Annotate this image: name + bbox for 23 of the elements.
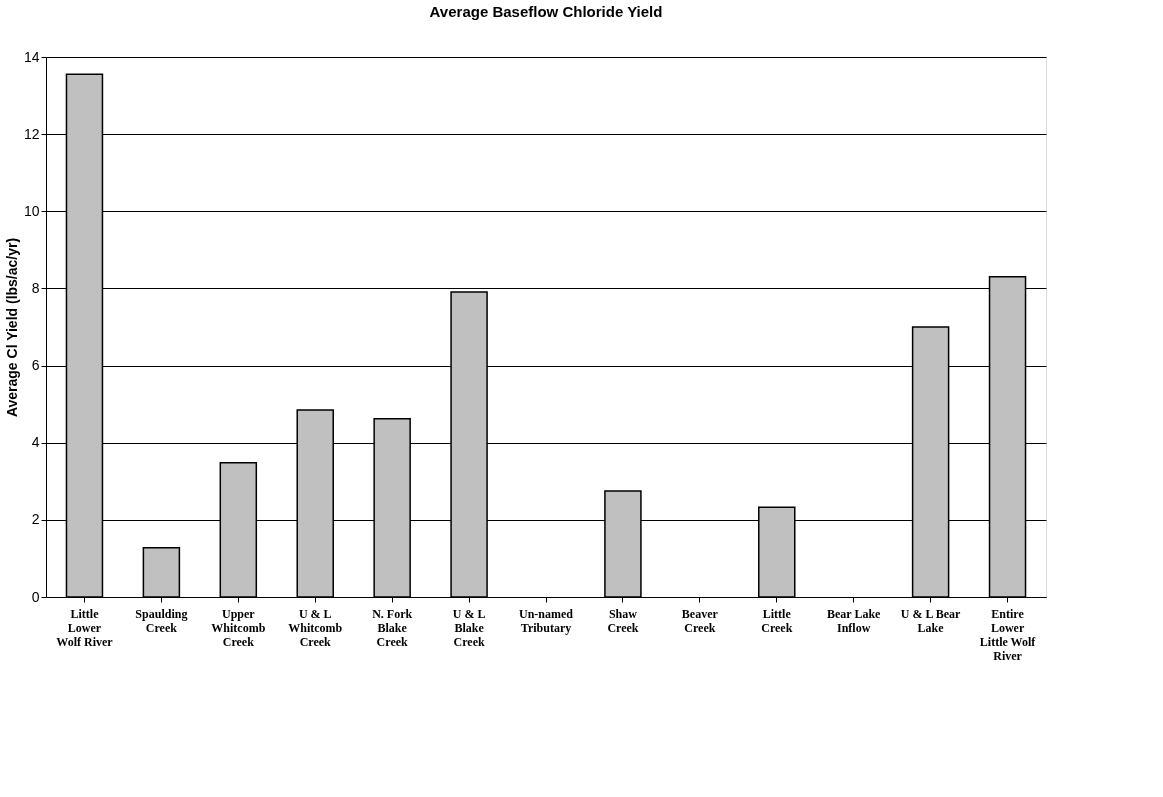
x-tick-label: Little Lower Wolf River bbox=[56, 606, 114, 649]
x-tick-label: Bear Lake Inflow bbox=[826, 606, 882, 635]
x-tick-label: N. Fork Blake Creek bbox=[372, 606, 413, 649]
x-tick-label: Spaulding Creek bbox=[135, 606, 188, 635]
y-axis-title: Average Cl Yield (lbs/ac/yr) bbox=[3, 237, 20, 418]
x-tick-label: Un-named Tributary bbox=[518, 606, 574, 635]
y-tick-label: 6 bbox=[31, 357, 40, 374]
y-tick-label: 8 bbox=[31, 279, 40, 296]
y-tick-label: 14 bbox=[23, 48, 40, 65]
y-tick-label: 0 bbox=[31, 588, 40, 605]
x-tick-label: Little Creek bbox=[761, 606, 793, 635]
x-tick-label: Shaw Creek bbox=[607, 606, 639, 635]
x-tick-label: Upper Whitcomb Creek bbox=[211, 606, 266, 649]
x-tick-label: U & L Whitcomb Creek bbox=[288, 606, 343, 649]
y-tick-label: 10 bbox=[23, 202, 40, 219]
x-tick-label: Entire Lower Little Wolf River bbox=[979, 606, 1037, 663]
x-tick-label: U & L Blake Creek bbox=[452, 606, 486, 649]
x-tick-label: Beaver Creek bbox=[681, 606, 719, 635]
y-tick-label: 4 bbox=[31, 434, 40, 451]
y-tick-label: 12 bbox=[23, 125, 40, 142]
y-tick-label: 2 bbox=[31, 511, 40, 528]
chart-title: Average Baseflow Chloride Yield bbox=[429, 3, 663, 20]
x-tick-label: U & L Bear Lake bbox=[900, 606, 962, 635]
